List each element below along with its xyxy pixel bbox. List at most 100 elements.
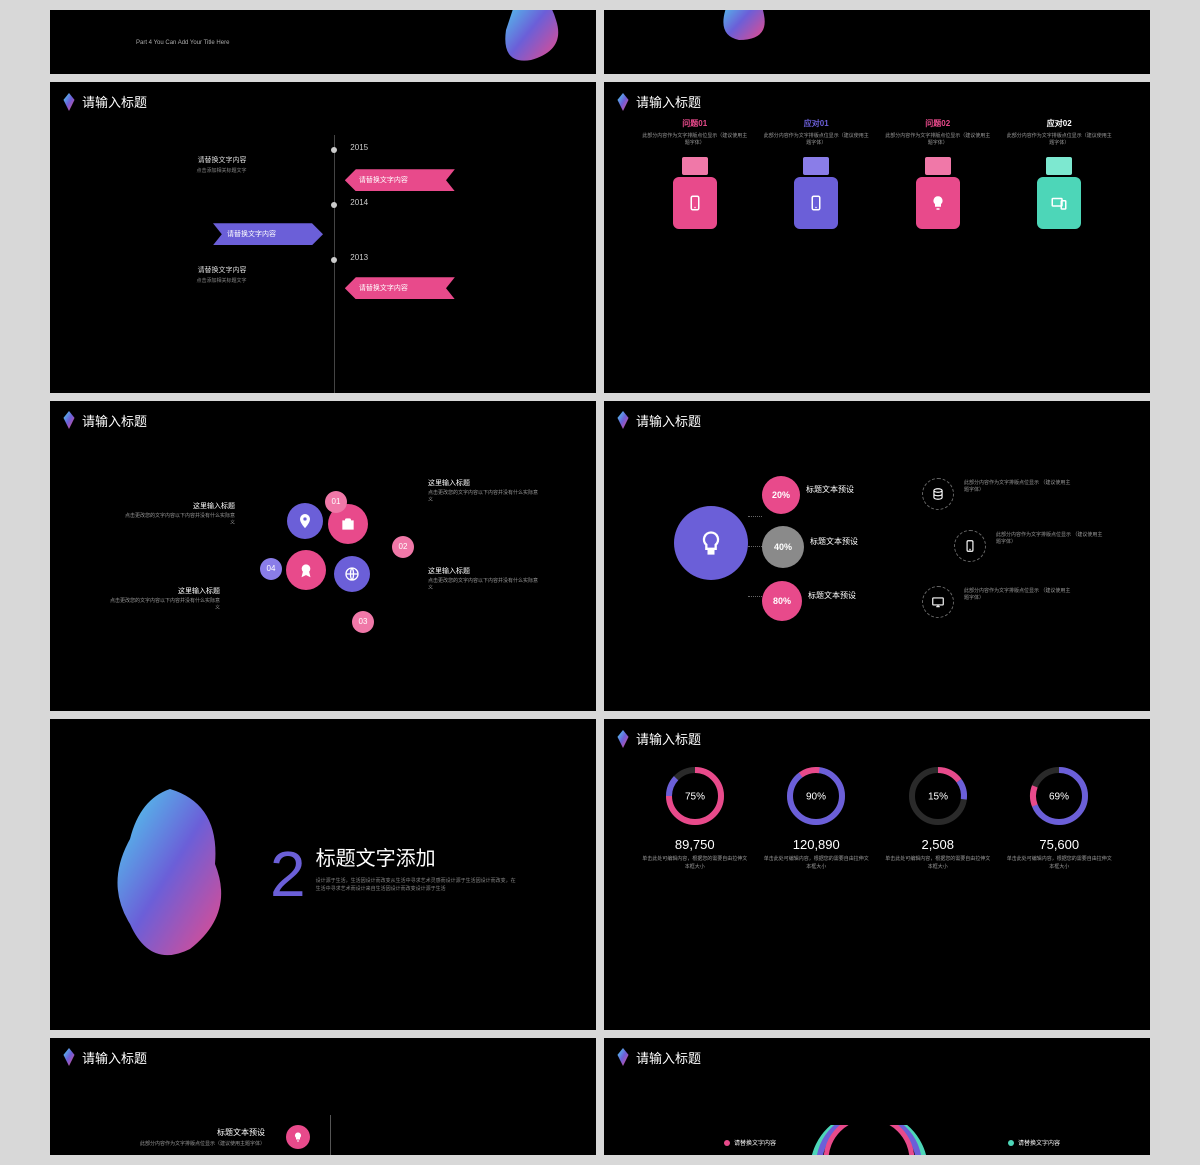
db-icon [931, 487, 945, 501]
slide-donuts: 请输入标题 75%89,750单击此处可编辑内容，根据您的需要自由拉伸文本框大小… [604, 719, 1150, 1029]
slide-partial-right [604, 10, 1150, 74]
pct-label: 标题文本预设 [810, 536, 858, 547]
usb-item: 问题02 此部分内容作为文字排版点位显示（建议使用主题字体） [884, 118, 991, 392]
svg-text:69%: 69% [1049, 792, 1069, 803]
donut-row: 75% 89,750 单击此处可编辑内容，根据您的需要自由拉伸文本框大小 90% 120… [604, 755, 1150, 1029]
blob-text: 这里输入标题点击更改您的文字内容以下内容并没有什么实际意义 [428, 478, 538, 503]
gradient-shape [714, 10, 774, 55]
blob-text: 这里输入标题点击更改您的文字内容以下内容并没有什么实际意义 [125, 501, 235, 526]
globe-icon [344, 566, 360, 582]
pct-circle: 40% [762, 526, 804, 568]
slide-title: 请输入标题 [636, 411, 701, 430]
pct-desc: 此部分内容作为文字排版点位显示 （建议使用主题字体） [964, 588, 1074, 602]
pct-label: 标题文本预设 [806, 484, 854, 495]
diamond-icon [616, 1048, 630, 1066]
timeline-arrow: 请替换文字内容 [345, 277, 455, 299]
usb-sub: 此部分内容作为文字排版点位显示（建议使用主题字体） [763, 133, 870, 147]
usb-heading: 应对01 [804, 118, 829, 129]
donut-desc: 单击此处可编辑内容，根据您的需要自由拉伸文本框大小 [763, 856, 870, 871]
blob-number: 03 [352, 611, 374, 633]
donut-value: 89,750 [675, 837, 715, 852]
usb-sub: 此部分内容作为文字排版点位显示（建议使用主题字体） [884, 133, 991, 147]
slide-partial-left: Part 4 You Can Add Your Title Here [50, 10, 596, 74]
usb-sub: 此部分内容作为文字排版点位显示（建议使用主题字体） [641, 133, 748, 147]
donut-chart: 15% [907, 765, 969, 827]
pct-body: 20%标题文本预设40%标题文本预设80%标题文本预设此部分内容作为文字排版点位… [604, 436, 1150, 711]
usb-icon [686, 194, 704, 212]
usb-body [916, 177, 960, 229]
slide-usb: 请输入标题 问题01此部分内容作为文字排版点位显示（建议使用主题字体）应对01此… [604, 82, 1150, 392]
donut-chart: 75% [664, 765, 726, 827]
usb-item: 应对01 此部分内容作为文字排版点位显示（建议使用主题字体） [763, 118, 870, 392]
usb-tip [803, 157, 829, 175]
pct-circle: 20% [762, 476, 800, 514]
usb-item: 问题01 此部分内容作为文字排版点位显示（建议使用主题字体） [641, 118, 748, 392]
usb-row: 问题01 此部分内容作为文字排版点位显示（建议使用主题字体） 应对01 此部分内容作为… [604, 118, 1150, 392]
blob-text: 这里输入标题点击更改您的文字内容以下内容并没有什么实际意义 [428, 566, 538, 591]
bulb-circle [286, 1125, 310, 1149]
year-label: 2013 [350, 253, 368, 262]
donut-value: 75,600 [1039, 837, 1079, 852]
subtitle: Part 4 You Can Add Your Title Here [136, 40, 229, 46]
arc-chart [804, 1125, 934, 1155]
section-number: 2 [270, 842, 306, 906]
vline [330, 1115, 331, 1155]
phone-circle [954, 530, 986, 562]
diamond-icon [62, 411, 76, 429]
timeline-arrow: 请替换文字内容 [345, 169, 455, 191]
pin-icon [297, 513, 313, 529]
usb-heading: 问题01 [682, 118, 707, 129]
donut-item: 15% 2,508 单击此处可编辑内容，根据您的需要自由拉伸文本框大小 [884, 765, 991, 1029]
donut-item: 75%89,750单击此处可编辑内容，根据您的需要自由拉伸文本框大小 [641, 765, 748, 1029]
donut-item: 69% 75,600 单击此处可编辑内容，根据您的需要自由拉伸文本框大小 [1006, 765, 1113, 1029]
gradient-shape [496, 10, 566, 70]
slide-title: 请输入标题 [636, 1048, 701, 1067]
diamond-icon [616, 411, 630, 429]
usb-body [1037, 177, 1081, 229]
section-heading: 标题文字添加 [316, 842, 516, 871]
donut-desc: 单击此处可编辑内容，根据您的需要自由拉伸文本框大小 [1006, 856, 1113, 871]
donut-value: 120,890 [793, 837, 840, 852]
year-label: 2014 [350, 198, 368, 207]
slide-grid: Part 4 You Can Add Your Title Here 请输入标题… [50, 10, 1150, 1155]
usb-icon [807, 194, 825, 212]
slide-bottom-right: 请输入标题 请替换文字内容 请替换文字内容 [604, 1038, 1150, 1156]
timeline-label: 请替换文字内容点击添加相关标题文字 [127, 265, 247, 284]
donut-chart: 90% [785, 765, 847, 827]
usb-tip [1046, 157, 1072, 175]
usb-heading: 问题02 [925, 118, 950, 129]
case-icon [340, 516, 356, 532]
donut-desc: 单击此处可编辑内容，根据您的需要自由拉伸文本框大小 [884, 856, 991, 871]
diamond-icon [62, 93, 76, 111]
slide-title: 请输入标题 [82, 92, 147, 111]
bulb-icon [292, 1131, 304, 1143]
timeline-axis [334, 135, 335, 392]
slide-pct: 请输入标题 20%标题文本预设40%标题文本预设80%标题文本预设此部分内容作为… [604, 401, 1150, 711]
usb-sub: 此部分内容作为文字排版点位显示（建议使用主题字体） [1006, 133, 1113, 147]
preset-heading: 标题文本预设 此部分内容作为文字排版点位显示（建议使用主题字体） [140, 1127, 265, 1147]
donut-item: 90% 120,890 单击此处可编辑内容，根据您的需要自由拉伸文本框大小 [763, 765, 870, 1029]
slide-title: 请输入标题 [82, 411, 147, 430]
blob-circle [286, 550, 326, 590]
blob-number: 02 [392, 536, 414, 558]
pct-desc: 此部分内容作为文字排版点位显示 （建议使用主题字体） [996, 532, 1106, 546]
db-circle [922, 478, 954, 510]
svg-text:90%: 90% [806, 792, 826, 803]
donut-value: 2,508 [921, 837, 954, 852]
timeline-body: 201520142013请替换文字内容请替换文字内容请替换文字内容请替换文字内容… [50, 117, 596, 392]
usb-body [673, 177, 717, 229]
blob-number: 01 [325, 491, 347, 513]
timeline-arrow: 请替换文字内容 [213, 223, 323, 245]
blob-number: 04 [260, 558, 282, 580]
usb-tip [925, 157, 951, 175]
legend-1: 请替换文字内容 [724, 1138, 776, 1147]
slide-blob: 请输入标题 01 02 03 04 这里输入标题点击更改您的文字内容以下内容并没有什么实… [50, 401, 596, 711]
blob-text: 这里输入标题点击更改您的文字内容以下内容并没有什么实际意义 [110, 586, 220, 611]
usb-icon [929, 194, 947, 212]
bulb-icon [697, 529, 725, 557]
slide-title: 请输入标题 [82, 1048, 147, 1067]
badge-icon [298, 562, 314, 578]
monitor-circle [922, 586, 954, 618]
phone-icon [963, 539, 977, 553]
slide-section: 2 标题文字添加 设计源于生活，生活因设计而改变从生活中寻求艺术灵感而设计源于生… [50, 719, 596, 1029]
